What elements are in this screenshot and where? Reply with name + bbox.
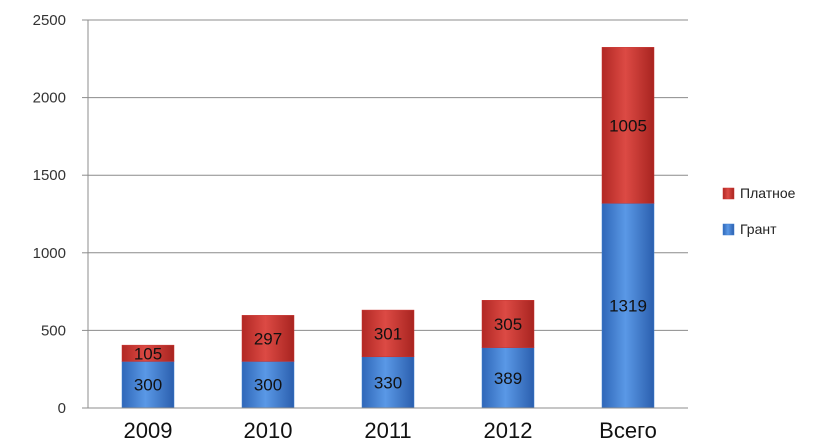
bar-paid [481, 300, 535, 348]
bar-paid [601, 47, 655, 204]
data-label: 389 [494, 369, 522, 388]
legend: Платное Грант [722, 185, 796, 237]
legend-swatch [722, 223, 735, 236]
y-tick-label: 2000 [33, 90, 66, 107]
data-label: 1319 [609, 297, 647, 316]
bar-grant [481, 347, 535, 409]
legend-label: Платное [740, 185, 796, 201]
y-tick-label: 1000 [33, 245, 66, 262]
data-label: 297 [254, 329, 282, 348]
bar-grant [361, 356, 415, 409]
y-axis: 0 500 1000 1500 2000 2500 [33, 12, 89, 417]
y-tick-label: 1500 [33, 167, 66, 184]
bar-paid [121, 344, 175, 362]
data-label: 305 [494, 315, 522, 334]
y-tick-label: 500 [41, 322, 66, 339]
x-tick-label: 2011 [364, 418, 411, 440]
data-label: 105 [134, 344, 162, 363]
x-axis: 2009 2010 2011 2012 Всего [88, 407, 688, 440]
data-label: 1005 [609, 116, 647, 135]
x-tick-label: 2009 [124, 418, 173, 440]
legend-label: Грант [740, 221, 777, 237]
legend-swatch [722, 187, 735, 200]
x-tick-label: Всего [599, 418, 657, 440]
y-tick-label: 0 [58, 400, 66, 417]
x-tick-label: 2012 [484, 418, 533, 440]
bar-grant [121, 361, 175, 409]
data-label: 301 [374, 324, 402, 343]
data-label: 330 [374, 373, 402, 392]
y-tick-label: 2500 [33, 12, 66, 29]
data-label: 300 [134, 376, 162, 395]
bars: 300 105 300 297 330 301 389 305 1319 1005 [121, 47, 655, 409]
data-label: 300 [254, 376, 282, 395]
x-tick-label: 2010 [244, 418, 293, 440]
bar-paid [361, 309, 415, 358]
bar-paid [241, 315, 295, 362]
